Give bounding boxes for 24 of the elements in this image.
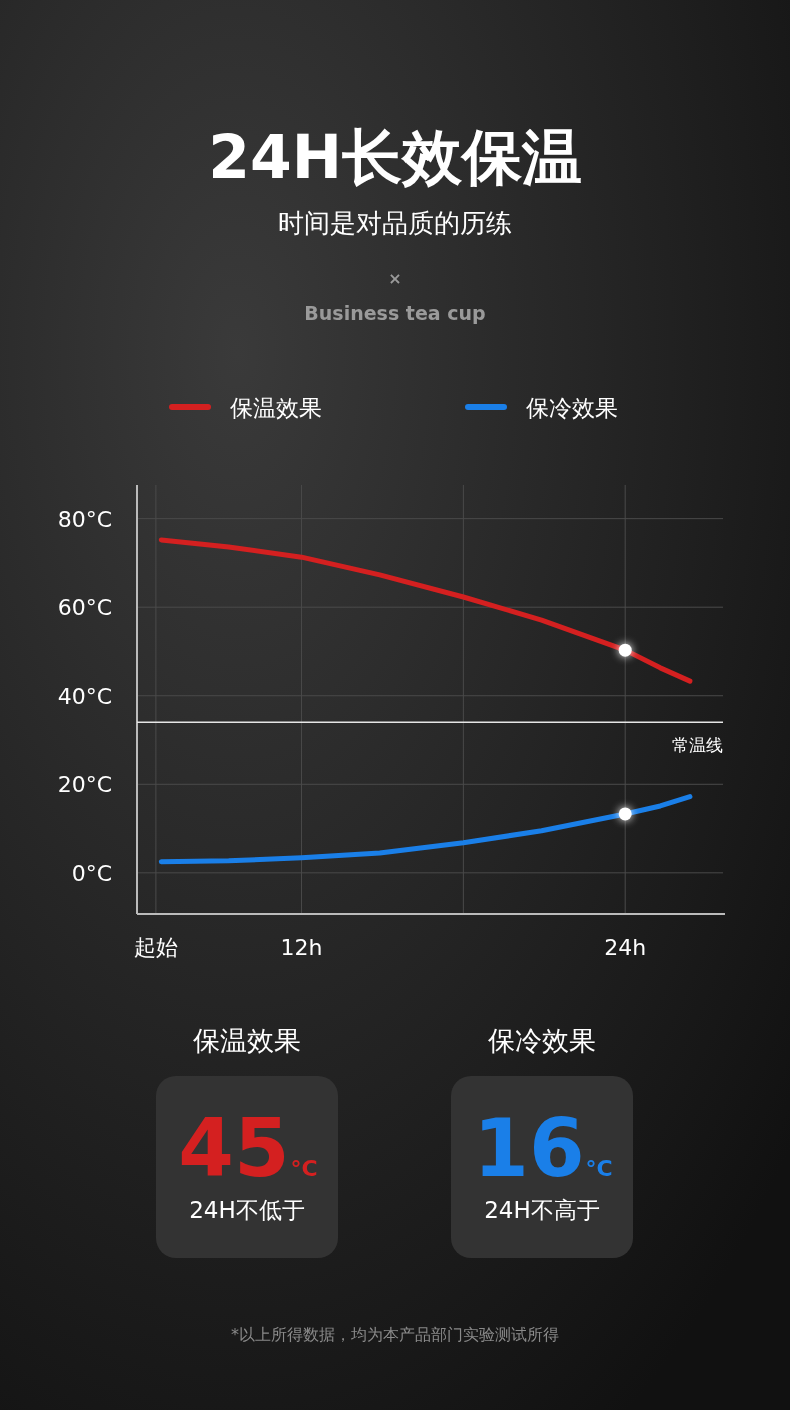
annotation: × [388,269,402,288]
card-note: 24H不高于 [484,1197,600,1223]
legend-label: 保温效果 [230,395,322,421]
xtick: 24h [604,935,647,960]
data-label: 16 [473,1102,585,1195]
card-note: 24H不低于 [189,1197,305,1223]
legend-label: 保冷效果 [526,395,618,421]
ref-label: 常温线 [672,735,723,756]
ytick: 40°C [57,683,112,709]
title: 24H长效保温 [208,122,582,192]
ytick: 0°C [71,860,112,886]
ytick: 20°C [57,772,112,798]
xtick: 起始 [133,935,178,960]
data-label: 45 [178,1102,290,1195]
card-unit: °C [585,1156,613,1181]
subtitle: 时间是对品质的历练 [278,208,512,238]
footnote: *以上所得数据，均为本产品部门实验测试所得 [231,1325,559,1344]
card-title: 保冷效果 [488,1025,596,1056]
ytick: 60°C [57,595,112,621]
xtick: 12h [280,935,323,960]
annotation: Business tea cup [304,302,486,324]
card-unit: °C [290,1156,318,1181]
ytick: 80°C [57,506,112,532]
card-title: 保温效果 [193,1025,301,1056]
